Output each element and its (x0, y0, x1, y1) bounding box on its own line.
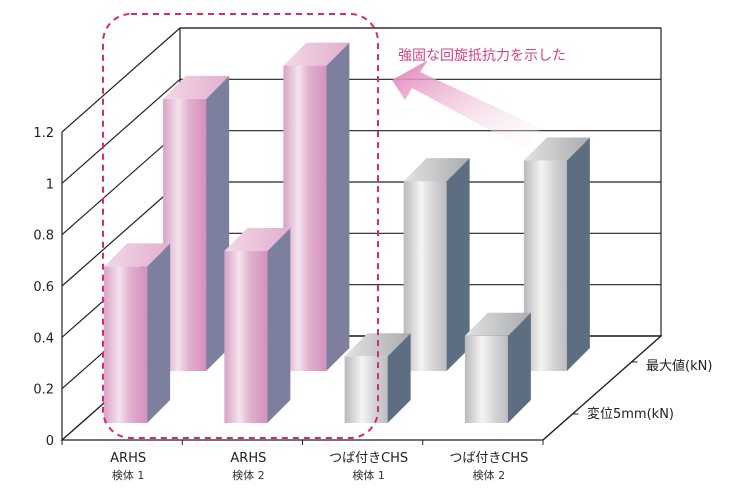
bar-front (464, 335, 508, 423)
series-label-disp: 変位5mm(kN) (587, 406, 674, 422)
y-tick-label: 0 (46, 434, 54, 449)
y-tick-label: 1 (46, 177, 54, 192)
bar-side (507, 312, 531, 423)
y-tick-label: 0.2 (33, 383, 54, 398)
category-label: つば付きCHS (329, 451, 408, 466)
bar-max-0 (163, 75, 230, 371)
y-tick-label: 0.8 (33, 229, 54, 244)
bar-front (344, 356, 388, 423)
bar-max-2 (403, 158, 470, 371)
category-sublabel: 検体 1 (352, 468, 385, 482)
y-tick-label: 1.2 (33, 126, 54, 141)
bar-top (464, 312, 531, 336)
bar-disp-1 (224, 228, 291, 423)
bar-side (326, 42, 350, 372)
labels: 0 0.2 0.4 0.6 0.8 1 1.2 ARHS 検体 1 ARHS 検体 2 つば付きCHS… (33, 126, 712, 482)
bar-side (566, 137, 590, 371)
y-tick-label: 0.4 (33, 331, 54, 346)
gridline-6 (61, 27, 661, 133)
bar-front (403, 181, 447, 371)
bar-side (446, 158, 470, 371)
annotation-text: 強固な回旋抵抗力を示した (398, 48, 566, 64)
annotation-arrow (392, 60, 541, 150)
bar-max-3 (523, 137, 590, 371)
y-tick-label: 0.6 (33, 280, 54, 295)
category-label: ARHS (230, 451, 266, 466)
bar-top (163, 75, 230, 99)
bar-top (403, 158, 470, 182)
bar-front (104, 266, 148, 423)
bar-disp-3 (464, 312, 531, 423)
bar-front (283, 65, 327, 372)
category-sublabel: 検体 2 (232, 468, 265, 482)
category-label: つば付きCHS (449, 451, 528, 466)
bar-front (523, 160, 567, 371)
highlight-box (102, 13, 379, 439)
depth-axis (542, 335, 662, 441)
category-label: ARHS (110, 451, 146, 466)
annotation-layer: 強固な回旋抵抗力を示した (102, 13, 566, 439)
category-sublabel: 検体 2 (473, 468, 506, 482)
bar-top (283, 42, 350, 66)
bar-top (104, 243, 171, 267)
bar-side (147, 243, 171, 423)
bar-disp-0 (104, 243, 171, 423)
bar-side (267, 228, 291, 423)
series-label-max: 最大値(kN) (646, 358, 712, 374)
bar-side (387, 333, 411, 423)
bar-side (206, 75, 230, 371)
category-sublabel: 検体 1 (112, 468, 145, 482)
gridline-5 (61, 78, 661, 184)
bar-max-1 (283, 42, 350, 372)
bar-top (523, 137, 590, 161)
bar-top (224, 228, 291, 252)
bar-front (224, 251, 268, 423)
bar-front (163, 98, 207, 371)
